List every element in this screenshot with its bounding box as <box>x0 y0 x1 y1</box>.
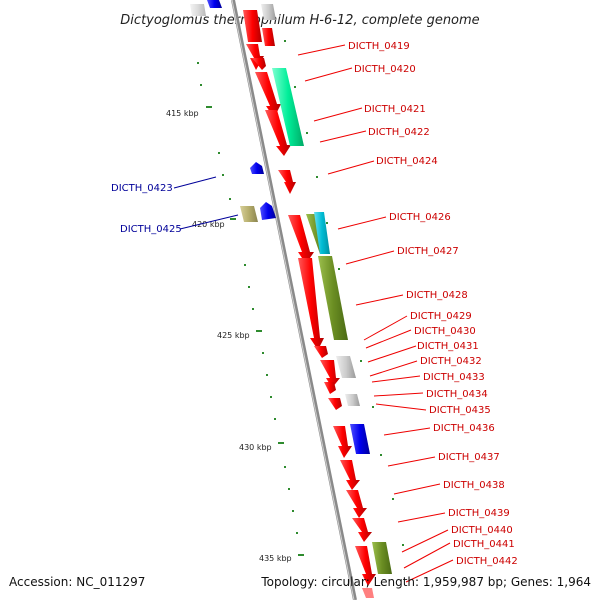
reverse-gene-arrows <box>250 162 276 220</box>
genome-backbone <box>231 0 357 600</box>
gene-arrow <box>314 346 328 358</box>
gene-label[interactable]: DICTH_0442 <box>456 556 518 567</box>
topology-text: Topology: circular; Length: 1,959,987 bp… <box>260 575 591 589</box>
gene-arrow <box>250 162 264 174</box>
gene-arrow <box>352 518 372 542</box>
gene-label[interactable]: DICTH_0424 <box>376 156 438 167</box>
teal-feature <box>272 68 304 146</box>
gene-label[interactable]: DICTH_0426 <box>389 212 451 223</box>
gene-label[interactable]: DICTH_0437 <box>438 452 500 463</box>
gene-label[interactable]: DICTH_0419 <box>348 41 410 52</box>
gray-feature <box>345 394 360 406</box>
gene-arrow <box>298 258 324 350</box>
gene-arrow <box>346 490 367 518</box>
gene-label[interactable]: DICTH_0428 <box>406 290 468 301</box>
forward-gene-arrows <box>246 44 376 598</box>
scale-label: 430 kbp <box>239 443 272 452</box>
gene-arrow <box>340 460 360 490</box>
gene-label[interactable]: DICTH_0434 <box>426 389 488 400</box>
gene-arrow <box>324 382 336 394</box>
gene-arrow <box>320 360 340 388</box>
forward-leader-lines <box>297 44 454 583</box>
gene-arrow <box>328 398 342 410</box>
gene-label[interactable]: DICTH_0436 <box>433 423 495 434</box>
genome-title: Dictyoglomus thermophilum H-6-12, comple… <box>120 13 479 28</box>
gene-label[interactable]: DICTH_0435 <box>429 405 491 416</box>
cyan-feature <box>314 212 330 254</box>
gene-label[interactable]: DICTH_0439 <box>448 508 510 519</box>
feature-blocks <box>240 68 392 574</box>
genome-backbone-highlight <box>231 0 355 600</box>
gene-label[interactable]: DICTH_0441 <box>453 539 515 550</box>
gene-label[interactable]: DICTH_0433 <box>423 372 485 383</box>
top-clipped-features <box>190 0 276 46</box>
scale-label: 415 kbp <box>166 109 199 118</box>
accession-text: Accession: NC_011297 <box>9 575 145 589</box>
olive-feature <box>372 542 392 574</box>
gene-label[interactable]: DICTH_0423 <box>111 183 173 194</box>
gene-label[interactable]: DICTH_0430 <box>414 326 476 337</box>
reverse-leader-lines <box>173 176 239 230</box>
gene-label[interactable]: DICTH_0427 <box>397 246 459 257</box>
scale-label: 435 kbp <box>259 554 292 563</box>
khaki-feature <box>240 206 258 222</box>
gene-label[interactable]: DICTH_0422 <box>368 127 430 138</box>
gene-label[interactable]: DICTH_0440 <box>451 525 513 536</box>
gene-label[interactable]: DICTH_0425 <box>120 224 182 235</box>
gene-arrow <box>362 588 374 598</box>
scale-ticks <box>197 40 404 556</box>
scale-label: 420 kbp <box>192 220 225 229</box>
gene-arrow <box>333 426 352 458</box>
gene-label[interactable]: DICTH_0432 <box>420 356 482 367</box>
gray-feature <box>336 356 356 378</box>
gene-label[interactable]: DICTH_0429 <box>410 311 472 322</box>
gene-label[interactable]: DICTH_0420 <box>354 64 416 75</box>
gene-arrow <box>252 58 266 70</box>
gene-label[interactable]: DICTH_0431 <box>417 341 479 352</box>
scale-label: 425 kbp <box>217 331 250 340</box>
olive-feature <box>318 256 348 340</box>
gene-arrow <box>255 72 281 118</box>
gene-label[interactable]: DICTH_0438 <box>443 480 505 491</box>
gene-arrow <box>278 170 296 194</box>
gene-arrow <box>288 215 314 264</box>
gene-arrow <box>265 110 291 156</box>
gene-arrow <box>260 202 276 220</box>
blue-feature <box>350 424 370 454</box>
gene-arrow <box>355 546 376 586</box>
gene-label[interactable]: DICTH_0421 <box>364 104 426 115</box>
